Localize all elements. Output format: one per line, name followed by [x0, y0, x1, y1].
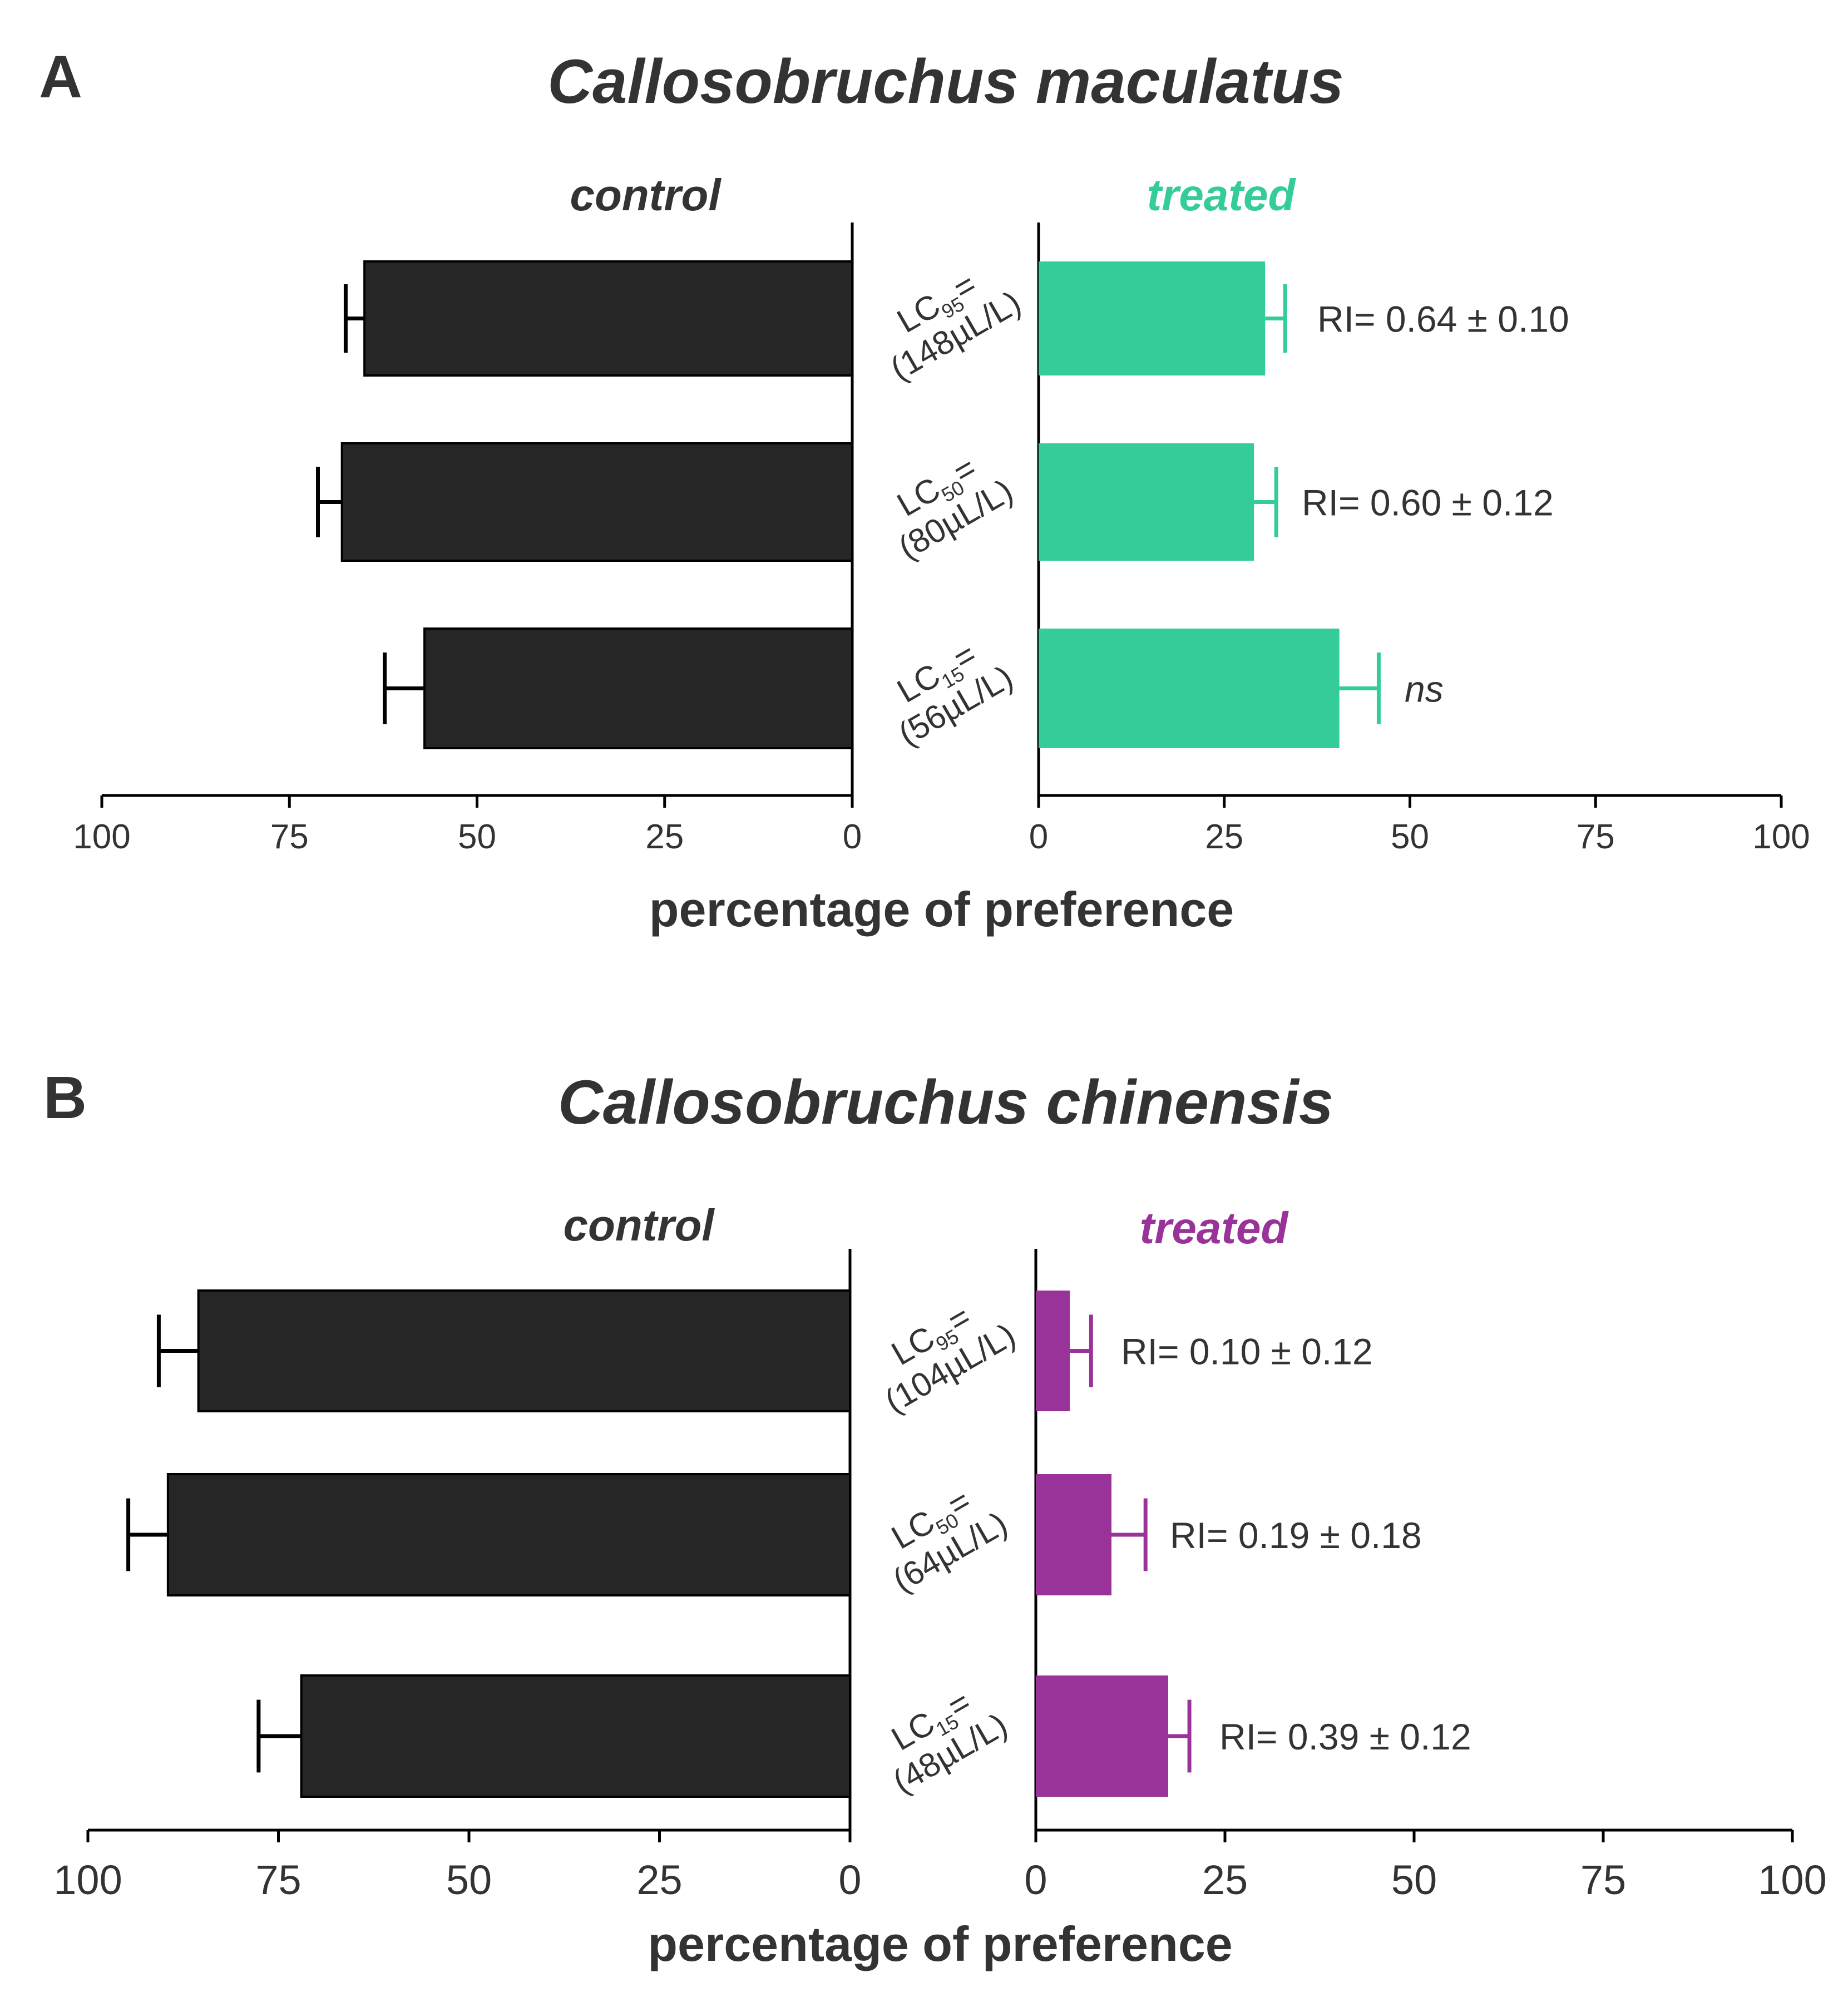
- control-bar: [197, 1289, 851, 1412]
- ri-annotation: RI= 0.10 ± 0.12: [1121, 1331, 1373, 1372]
- lc-label: LC95=(148µL/L): [884, 265, 1027, 387]
- treated-bar: [1039, 443, 1254, 561]
- control-label: control: [570, 170, 722, 220]
- right-tick-label: 100: [1758, 1857, 1826, 1903]
- left-tick-label: 50: [458, 818, 496, 856]
- left-tick-label: 0: [843, 818, 862, 856]
- treated-bar: [1039, 261, 1266, 375]
- chart-title: Callosobruchus chinensis: [558, 1067, 1333, 1137]
- right-tick-label: 75: [1577, 818, 1615, 856]
- control-bar: [363, 260, 853, 377]
- lc-label: LC50=(80µL/L): [891, 449, 1019, 566]
- treated-bar: [1036, 1474, 1111, 1595]
- lc-label: LC15=(48µL/L): [885, 1683, 1014, 1801]
- treated-label: treated: [1140, 1203, 1289, 1253]
- treated-bar: [1036, 1675, 1168, 1797]
- panel-b: B Callosobruchus chinensis control treated 0…: [43, 1064, 1827, 1971]
- panel-a: A Callosobruchus maculatus control treated 0…: [39, 43, 1810, 937]
- right-tick-label: 100: [1752, 818, 1810, 856]
- right-tick-label: 50: [1391, 818, 1429, 856]
- chart-title: Callosobruchus maculatus: [547, 47, 1343, 116]
- left-tick-label: 75: [270, 818, 309, 856]
- control-bar: [340, 442, 853, 562]
- x-axis-label: percentage of preference: [648, 1916, 1233, 1971]
- left-tick-label: 0: [838, 1857, 861, 1903]
- control-bar: [423, 627, 853, 749]
- lc-label: LC95=(104µL/L): [878, 1298, 1021, 1420]
- left-tick-label: 100: [53, 1857, 122, 1903]
- treated-bar: [1039, 629, 1340, 748]
- ri-annotation: ns: [1405, 669, 1444, 710]
- control-label: control: [563, 1200, 715, 1250]
- ri-annotation: RI= 0.64 ± 0.10: [1317, 299, 1569, 340]
- panel-letter: B: [43, 1064, 87, 1131]
- left-tick-label: 25: [645, 818, 684, 856]
- control-bar: [300, 1674, 851, 1798]
- left-tick-label: 100: [73, 818, 130, 856]
- lc-label: LC50=(64µL/L): [885, 1482, 1014, 1599]
- panel-letter: A: [39, 43, 82, 110]
- right-tick-label: 75: [1580, 1857, 1626, 1903]
- ri-annotation: RI= 0.60 ± 0.12: [1302, 482, 1554, 523]
- control-bar: [166, 1473, 852, 1596]
- ri-annotation: RI= 0.39 ± 0.12: [1219, 1716, 1471, 1757]
- x-axis-label: percentage of preference: [649, 882, 1234, 937]
- right-tick-label: 25: [1205, 818, 1243, 856]
- ri-annotation: RI= 0.19 ± 0.18: [1170, 1515, 1422, 1556]
- left-tick-label: 25: [636, 1857, 682, 1903]
- left-tick-label: 50: [446, 1857, 492, 1903]
- right-tick-label: 25: [1202, 1857, 1248, 1903]
- right-tick-label: 0: [1024, 1857, 1047, 1903]
- right-tick-label: 50: [1391, 1857, 1437, 1903]
- treated-bar: [1036, 1291, 1070, 1411]
- treated-label: treated: [1147, 170, 1297, 220]
- lc-label: LC15=(56µL/L): [891, 635, 1019, 753]
- left-tick-label: 75: [255, 1857, 301, 1903]
- right-tick-label: 0: [1029, 818, 1048, 856]
